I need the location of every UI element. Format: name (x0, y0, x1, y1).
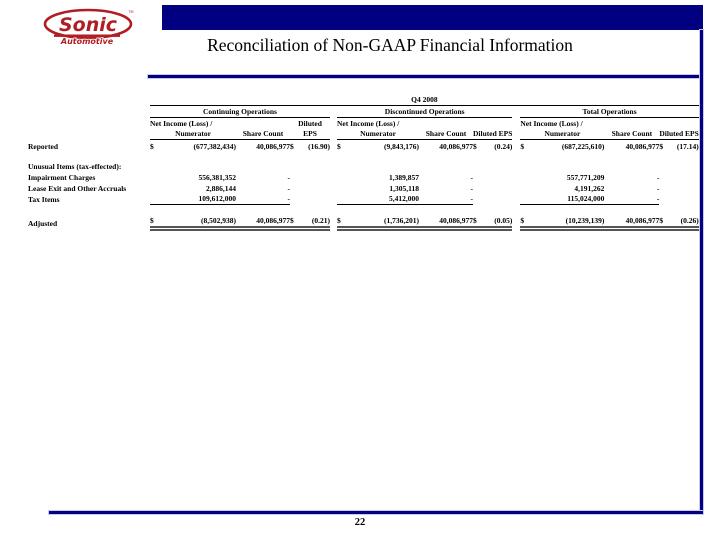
adjusted-label: Adjusted (28, 218, 58, 228)
adjusted-to-share-count: 40,086,977 (604, 215, 660, 231)
impairment-co-share-dash: - (287, 172, 291, 182)
dollar-sign: $ (473, 141, 477, 151)
logo-brand-text: Sonic (59, 14, 118, 36)
period-row: Q4 2008 (28, 92, 699, 106)
co-eps-header: EPS (290, 128, 330, 140)
dollar-sign: $ (290, 215, 302, 231)
period-header: Q4 2008 (150, 92, 699, 106)
sonic-automotive-logo: Sonic Automotive TM (43, 8, 134, 47)
dollar-sign: $ (659, 215, 672, 231)
do-diluted-eps-header: Diluted EPS (473, 128, 513, 140)
title-underline (148, 75, 703, 78)
dollar-sign: $ (337, 215, 347, 231)
do-numerator-header: Numerator (337, 128, 419, 140)
adjusted-to-numerator: (10,239,139) (530, 215, 605, 231)
impairment-to-value: 557,771,209 (566, 172, 605, 182)
impairment-to-share-dash: - (656, 172, 660, 182)
lease-do-share-dash: - (470, 183, 474, 193)
reported-do-eps: (0.24) (494, 141, 513, 151)
co-numerator-header: Numerator (150, 128, 236, 140)
adjusted-co-numerator: (8,502,938) (160, 215, 236, 231)
dollar-sign: $ (520, 141, 525, 151)
reported-co-numerator: (677,382,434) (193, 141, 237, 151)
adjusted-row: Adjusted $ (8,502,938) 40,086,977 $ (0.2… (28, 215, 699, 231)
co-share-count-header: Share Count (236, 128, 290, 140)
lease-label: Lease Exit and Other Accruals (28, 183, 127, 193)
adjusted-do-numerator: (1,736,201) (347, 215, 419, 231)
tax-to-share-dash: - (604, 193, 660, 205)
dollar-sign: $ (520, 215, 531, 231)
lease-co-share-dash: - (287, 183, 291, 193)
to-net-income-header: Net Income (Loss) / (520, 118, 583, 128)
tax-do-share-dash: - (419, 193, 473, 205)
adjusted-co-share-count: 40,086,977 (236, 215, 290, 231)
tax-items-row: Tax Items 109,612,000 - 5,412,000 - 115,… (28, 193, 699, 205)
impairment-row: Impairment Charges 556,381,352 - 1,389,8… (28, 171, 699, 182)
reported-to-eps: (17.14) (676, 141, 699, 151)
logo-underline-band (54, 34, 120, 37)
reported-row: Reported $ (677,382,434) 40,086,977 $ (1… (28, 139, 699, 151)
lease-to-share-dash: - (656, 183, 660, 193)
dollar-sign: $ (337, 141, 341, 151)
adjusted-do-share-count: 40,086,977 (419, 215, 473, 231)
dollar-sign: $ (659, 141, 664, 151)
column-header-row-1: Net Income (Loss) / Diluted Net Income (… (28, 117, 699, 128)
section-header-row: Continuing Operations Discontinued Opera… (28, 105, 699, 118)
lease-to-value: 4,191,262 (574, 183, 605, 193)
lease-co-value: 2,886,144 (206, 183, 236, 193)
tax-co-value: 109,612,000 (160, 193, 236, 205)
unusual-items-label: Unusual Items (tax-effected): (28, 161, 122, 171)
page-number: 22 (354, 517, 366, 528)
column-header-row-2: Numerator Share Count EPS Numerator Shar… (28, 128, 699, 140)
page-title: Reconciliation of Non-GAAP Financial Inf… (207, 35, 573, 55)
section-header-continuing: Continuing Operations (150, 105, 330, 118)
impairment-label: Impairment Charges (28, 172, 96, 182)
impairment-do-value: 1,389,857 (389, 172, 419, 182)
content-bottom-border (49, 511, 703, 514)
impairment-co-value: 556,381,352 (198, 172, 237, 182)
do-share-count-header: Share Count (419, 128, 473, 140)
reported-label: Reported (28, 141, 58, 151)
co-net-income-header: Net Income (Loss) / (150, 118, 213, 128)
to-share-count-header: Share Count (604, 128, 660, 140)
reported-to-share-count: 40,086,977 (625, 141, 660, 151)
dollar-sign: $ (290, 141, 294, 151)
tax-co-share-dash: - (236, 193, 290, 205)
section-header-total: Total Operations (520, 105, 699, 118)
unusual-items-row: Unusual Items (tax-effected): (28, 160, 699, 171)
logo-subtitle-text: Automotive (60, 37, 114, 46)
dollar-sign: $ (150, 215, 160, 231)
title-bar (162, 5, 703, 30)
lease-row: Lease Exit and Other Accruals 2,886,144 … (28, 182, 699, 193)
to-numerator-header: Numerator (520, 128, 605, 140)
lease-do-value: 1,305,118 (389, 183, 419, 193)
co-diluted-header: Diluted (298, 118, 322, 128)
reported-do-share-count: 40,086,977 (439, 141, 473, 151)
dollar-sign: $ (473, 215, 486, 231)
reported-do-numerator: (9,843,176) (384, 141, 419, 151)
adjusted-do-eps: (0.05) (485, 215, 513, 231)
do-net-income-header: Net Income (Loss) / (337, 118, 400, 128)
impairment-do-share-dash: - (470, 172, 474, 182)
logo-tm-mark: TM (127, 10, 133, 14)
tax-items-label: Tax Items (28, 194, 60, 204)
adjusted-co-eps: (0.21) (302, 215, 330, 231)
financial-table: Q4 2008 Continuing Operations Discontinu… (28, 92, 699, 231)
reported-co-eps: (16.90) (308, 141, 330, 151)
adjusted-to-eps: (0.26) (671, 215, 699, 231)
logo-oval (43, 8, 133, 40)
reported-co-share-count: 40,086,977 (256, 141, 290, 151)
content-right-border (700, 30, 703, 514)
to-diluted-eps-header: Diluted EPS (659, 128, 699, 140)
dollar-sign: $ (150, 141, 154, 151)
reported-to-numerator: (687,225,610) (561, 141, 605, 151)
tax-do-value: 5,412,000 (347, 193, 419, 205)
tax-to-value: 115,024,000 (530, 193, 605, 205)
section-header-discontinued: Discontinued Operations (337, 105, 513, 118)
